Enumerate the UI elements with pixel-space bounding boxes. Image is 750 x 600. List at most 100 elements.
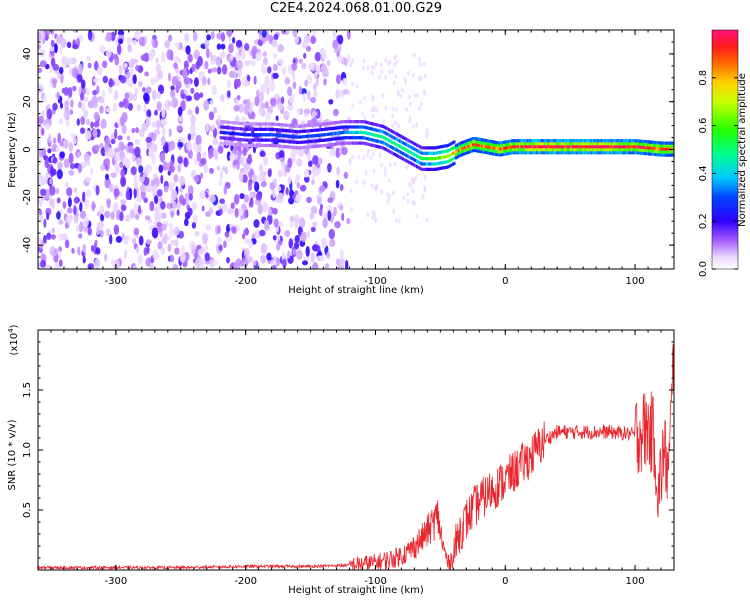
noise-cell [303, 169, 310, 178]
signal-cell [278, 128, 282, 132]
signal-cell [250, 143, 254, 148]
noise-cell [95, 185, 100, 196]
noise-cell [317, 157, 323, 165]
noise-cell [388, 59, 392, 65]
signal-cell [359, 125, 363, 129]
signal-cell [644, 152, 648, 156]
signal-cell [268, 143, 271, 148]
signal-cell [546, 139, 549, 143]
x-tick-label: -100 [364, 276, 387, 287]
signal-cell [416, 149, 419, 153]
signal-cell [240, 127, 243, 131]
signal-cell [479, 147, 482, 151]
signal-cell [511, 151, 514, 155]
noise-cell [216, 237, 223, 243]
noise-cell [350, 58, 354, 64]
noise-cell [70, 57, 77, 65]
noise-cell [138, 36, 145, 47]
noise-cell [222, 202, 228, 212]
signal-cell [308, 134, 311, 138]
signal-cell [537, 142, 540, 146]
signal-cell [557, 148, 560, 152]
signal-cell [423, 167, 426, 171]
signal-cell [339, 120, 342, 124]
signal-cell [461, 141, 464, 145]
noise-cell [383, 166, 387, 172]
signal-cell [542, 148, 545, 152]
signal-cell [230, 142, 233, 146]
noise-cell [388, 178, 391, 184]
noise-cell [394, 217, 398, 223]
signal-cell [649, 140, 652, 144]
noise-cell [289, 220, 293, 229]
noise-cell [423, 174, 427, 180]
signal-cell [629, 145, 632, 149]
noise-cell [151, 132, 157, 142]
signal-cell [498, 144, 501, 148]
signal-cell [437, 167, 440, 171]
signal-cell [325, 138, 328, 142]
noise-cell [325, 263, 329, 269]
signal-cell [629, 151, 632, 155]
noise-cell [169, 227, 174, 238]
noise-cell [221, 64, 228, 75]
signal-cell [366, 120, 369, 125]
noise-cell [259, 150, 266, 157]
noise-cell [66, 187, 73, 197]
signal-cell [263, 138, 266, 142]
noise-cell [271, 39, 278, 48]
noise-cell [174, 247, 180, 255]
noise-cell [221, 166, 227, 172]
signal-cell [528, 145, 531, 149]
noise-cell [335, 179, 340, 189]
noise-cell [287, 250, 291, 259]
signal-cell [562, 151, 565, 155]
signal-cell [543, 145, 546, 149]
signal-cell [380, 140, 383, 144]
noise-cell [302, 92, 306, 103]
signal-cell [313, 144, 316, 149]
signal-cell [381, 130, 384, 134]
signal-cell [593, 142, 596, 146]
noise-cell [66, 41, 72, 49]
noise-cell [277, 192, 284, 204]
signal-cell [517, 139, 520, 143]
noise-cell [99, 105, 104, 114]
signal-cell [352, 120, 355, 124]
noise-cell [176, 209, 180, 216]
signal-cell [422, 162, 425, 166]
noise-cell [52, 137, 57, 144]
signal-cell [422, 151, 425, 155]
signal-cell [375, 128, 378, 132]
signal-cell [225, 131, 229, 135]
signal-cell [640, 139, 643, 143]
noise-cell [49, 45, 55, 52]
signal-cell [634, 145, 637, 149]
signal-cell [282, 123, 285, 127]
signal-cell [668, 150, 671, 154]
signal-cell [624, 148, 627, 152]
noise-cell [150, 77, 156, 86]
signal-cell [359, 130, 363, 134]
signal-cell [495, 152, 498, 157]
signal-cell [615, 148, 618, 152]
noise-cell [125, 190, 131, 201]
signal-cell [308, 145, 311, 149]
signal-cell [428, 157, 431, 161]
noise-cell [244, 43, 250, 51]
signal-cell [450, 152, 453, 156]
noise-cell [278, 58, 284, 66]
signal-cell [571, 145, 574, 149]
signal-cell [378, 129, 381, 133]
signal-cell [578, 142, 581, 146]
spectrogram-ylabel: Frequency (Hz) [7, 112, 18, 188]
signal-cell [584, 151, 587, 155]
noise-cell [371, 96, 375, 102]
noise-cell [210, 58, 215, 65]
signal-cell [246, 127, 249, 131]
signal-cell [349, 120, 352, 124]
signal-cell [422, 146, 425, 150]
signal-cell [493, 152, 496, 156]
noise-cell [287, 157, 293, 168]
